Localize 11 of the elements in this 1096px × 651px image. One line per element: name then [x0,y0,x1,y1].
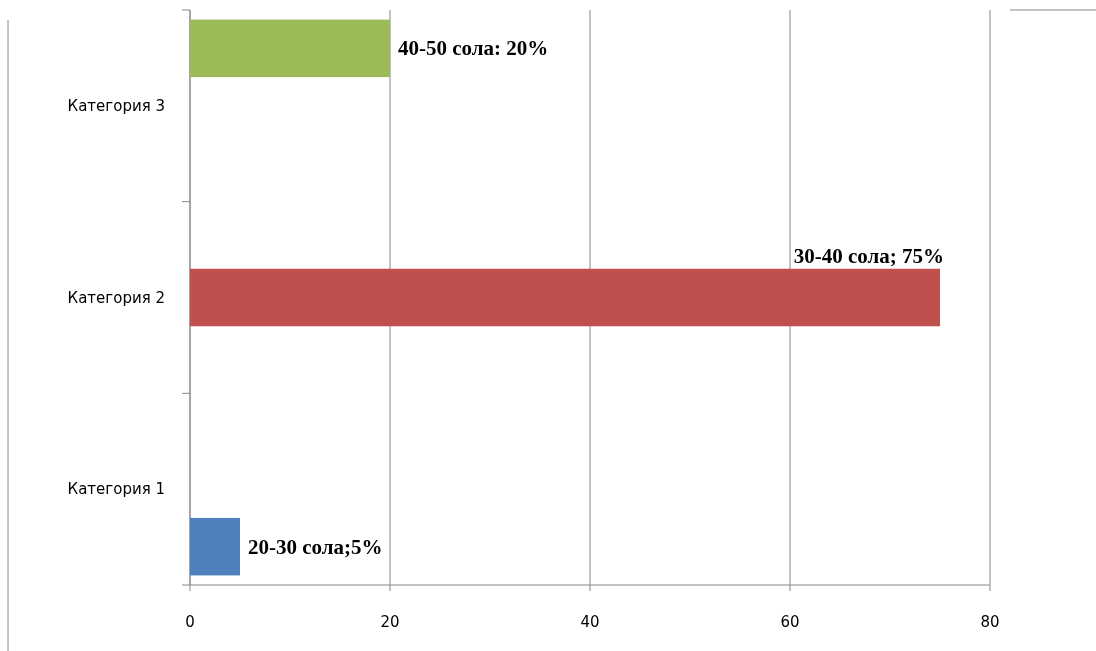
x-tick-label: 40 [580,613,600,631]
y-tick-label: Категория 1 [67,480,165,499]
y-tick-label: Категория 3 [67,96,165,115]
x-tick-label: 60 [780,613,800,631]
data-label: 40-50 сола: 20% [398,36,549,61]
data-label: 30-40 сола; 75% [793,243,944,268]
y-tick-label: Категория 2 [67,288,165,307]
x-tick-label: 20 [380,613,400,631]
x-tick-label: 80 [980,613,1000,631]
data-label: 20-30 сола;5% [248,534,383,559]
x-tick-label: 0 [185,613,195,631]
